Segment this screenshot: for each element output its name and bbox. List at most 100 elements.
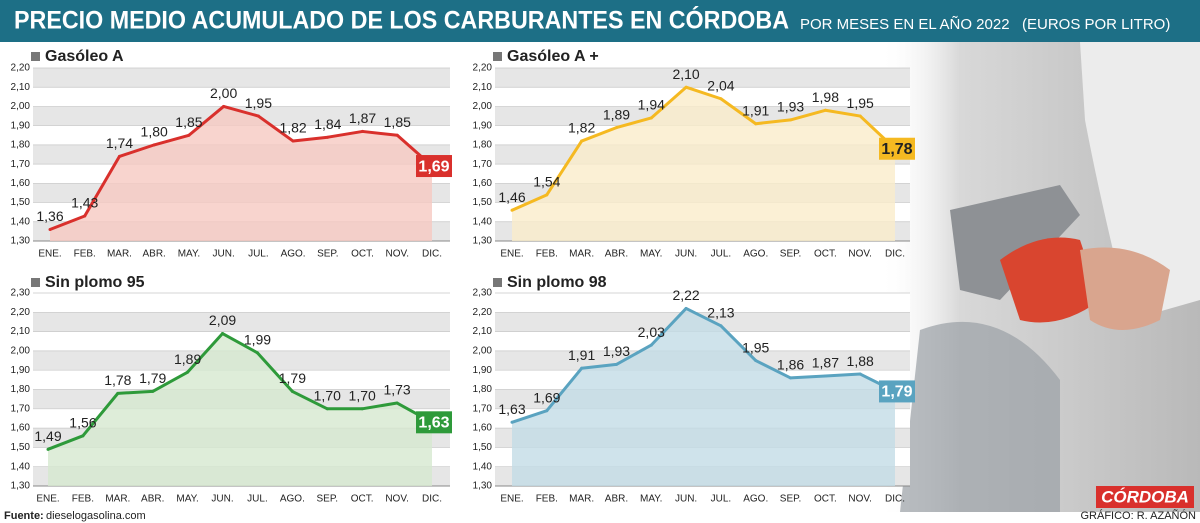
brand-box	[1096, 486, 1194, 508]
area	[50, 106, 432, 241]
y-tick-label: 2,00	[473, 101, 493, 112]
point	[580, 139, 584, 143]
y-tick-label: 1,80	[11, 384, 31, 395]
point	[395, 133, 399, 137]
x-tick-label: JUN.	[213, 249, 235, 260]
y-tick-label: 2,20	[473, 63, 493, 74]
value-label: 1,36	[36, 208, 63, 224]
value-label: 1,86	[777, 357, 804, 373]
grid-band	[33, 331, 450, 351]
x-tick-label: MAY.	[640, 494, 662, 505]
value-label: 1,98	[812, 89, 839, 105]
point	[395, 401, 399, 405]
point	[719, 324, 723, 328]
subtitle: POR MESES EN EL AÑO 2022	[800, 16, 1010, 33]
value-label: 1,63	[418, 415, 449, 432]
grid-band	[495, 293, 910, 313]
x-tick-label: OCT.	[814, 494, 837, 505]
point	[81, 434, 85, 438]
grid-band	[33, 87, 450, 107]
point	[649, 116, 653, 120]
value-label: 1,91	[742, 102, 769, 118]
photo-car	[900, 321, 1060, 512]
value-label: 2,03	[638, 324, 665, 340]
point	[83, 214, 87, 218]
value-label: 1,88	[847, 353, 874, 369]
source: dieselogasolina.com	[46, 510, 146, 522]
chart-title: Sin plomo 98	[507, 274, 607, 291]
grid-band	[33, 68, 450, 88]
y-tick-label: 1,40	[473, 461, 493, 472]
point	[46, 447, 50, 451]
x-tick-label: ABR.	[605, 249, 628, 260]
y-tick-label: 1,50	[473, 442, 493, 453]
x-tick-label: MAR.	[569, 494, 594, 505]
point	[360, 407, 364, 411]
point	[823, 374, 827, 378]
y-tick-label: 1,70	[473, 159, 493, 170]
x-tick-label: SEP.	[780, 494, 802, 505]
point	[754, 122, 758, 126]
value-label: 2,00	[210, 85, 237, 101]
x-tick-label: SEP.	[317, 494, 339, 505]
y-tick-label: 1,90	[11, 120, 31, 131]
value-label: 2,04	[707, 77, 734, 93]
point	[545, 193, 549, 197]
value-label: 1,79	[139, 370, 166, 386]
x-tick-label: OCT.	[814, 249, 837, 260]
y-tick-label: 1,90	[473, 120, 493, 131]
y-tick-label: 1,80	[11, 140, 31, 151]
value-label: 1,95	[847, 95, 874, 111]
line	[511, 306, 896, 424]
y-tick-label: 2,10	[11, 326, 31, 337]
x-tick-label: AGO.	[281, 249, 306, 260]
line	[47, 332, 433, 451]
x-tick-label: MAR.	[107, 249, 132, 260]
x-tick-label: MAY.	[178, 249, 200, 260]
x-tick-label: ENE.	[38, 249, 61, 260]
x-tick-label: AGO.	[743, 494, 768, 505]
x-tick-label: ABR.	[143, 249, 166, 260]
y-tick-label: 1,80	[473, 384, 493, 395]
y-tick-label: 1,30	[473, 481, 493, 492]
x-tick-label: NOV.	[848, 249, 872, 260]
x-tick-label: ENE.	[500, 494, 523, 505]
y-tick-label: 2,00	[11, 346, 31, 357]
point	[255, 351, 259, 355]
y-tick-label: 1,70	[473, 403, 493, 414]
value-label: 1,91	[568, 347, 595, 363]
point	[614, 126, 618, 130]
title-square	[493, 52, 502, 61]
y-tick-label: 1,60	[473, 423, 493, 434]
x-tick-label: DIC.	[885, 249, 905, 260]
last-value-box	[416, 155, 452, 178]
line	[511, 85, 897, 212]
x-tick-label: DIC.	[422, 494, 442, 505]
title-square	[31, 278, 40, 287]
x-tick-label: MAR.	[105, 494, 130, 505]
point	[221, 332, 225, 336]
y-tick-label: 1,80	[473, 140, 493, 151]
x-tick-label: FEB.	[72, 494, 94, 505]
y-tick-label: 2,00	[473, 346, 493, 357]
point	[361, 129, 365, 133]
point	[152, 143, 156, 147]
x-tick-label: NOV.	[385, 494, 409, 505]
value-label: 1,54	[533, 174, 560, 190]
point	[116, 391, 120, 395]
value-label: 1,87	[812, 355, 839, 371]
x-tick-label: AGO.	[743, 249, 768, 260]
value-label: 1,79	[881, 384, 912, 401]
value-label: 1,43	[71, 195, 98, 211]
grid-band	[33, 293, 450, 313]
chart-title: Sin plomo 95	[45, 274, 145, 291]
x-tick-label: OCT.	[351, 494, 374, 505]
value-label: 1,82	[568, 120, 595, 136]
x-tick-label: ABR.	[605, 494, 628, 505]
x-tick-label: ABR.	[141, 494, 164, 505]
photo-shirt	[1080, 42, 1200, 320]
y-tick-label: 1,30	[11, 236, 31, 247]
y-tick-label: 1,60	[11, 423, 31, 434]
value-label: 1,78	[104, 372, 131, 388]
y-tick-label: 1,40	[473, 216, 493, 227]
